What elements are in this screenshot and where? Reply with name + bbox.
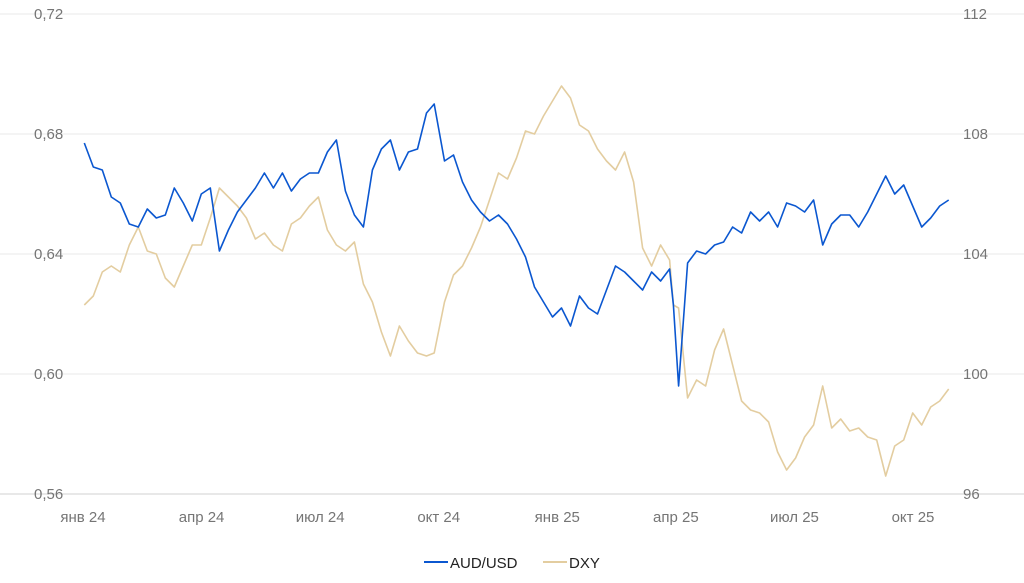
- x-axis-ticks: янв 24 апр 24 июл 24 окт 24 янв 25 апр 25 июл …: [60, 509, 934, 526]
- right-axis-ticks: 96 100 104 108 112: [963, 6, 988, 503]
- right-axis-tick-label: 96: [963, 486, 980, 503]
- series-lines: [83, 85, 950, 477]
- chart-gridlines: [0, 13, 1024, 495]
- right-axis-tick-label: 112: [963, 6, 987, 23]
- left-axis-tick-label: 0,56: [34, 486, 63, 503]
- left-axis-ticks: 0,56 0,60 0,64 0,68 0,72: [34, 6, 63, 503]
- x-axis-tick-label: янв 24: [60, 509, 105, 526]
- legend-label-audusd: AUD/USD: [450, 555, 518, 572]
- x-axis-tick-label: янв 25: [535, 509, 580, 526]
- chart-legend: AUD/USD DXY: [424, 555, 600, 572]
- right-axis-tick-label: 104: [963, 246, 988, 263]
- x-axis-tick-label: июл 24: [296, 509, 345, 526]
- x-axis-tick-label: окт 25: [892, 509, 935, 526]
- right-axis-tick-label: 108: [963, 126, 988, 143]
- legend-label-dxy: DXY: [569, 555, 600, 572]
- left-axis-tick-label: 0,64: [34, 246, 63, 263]
- left-axis-tick-label: 0,60: [34, 366, 63, 383]
- x-axis-tick-label: апр 25: [653, 509, 699, 526]
- x-axis-tick-label: окт 24: [417, 509, 460, 526]
- left-axis-tick-label: 0,72: [34, 6, 63, 23]
- series-line-dxy: [83, 85, 950, 477]
- x-axis-tick-label: апр 24: [179, 509, 225, 526]
- right-axis-tick-label: 100: [963, 366, 988, 383]
- series-line-audusd: [83, 103, 950, 387]
- left-axis-tick-label: 0,68: [34, 126, 63, 143]
- x-axis-tick-label: июл 25: [770, 509, 819, 526]
